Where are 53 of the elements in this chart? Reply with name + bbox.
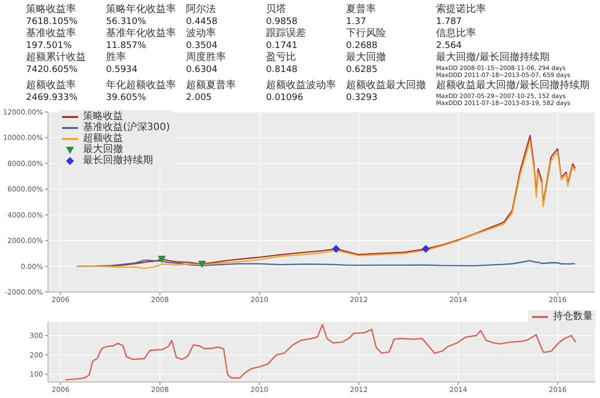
legend-label: 基准收益(沪深300) (83, 122, 170, 133)
text: 策略年化收益率 (106, 4, 177, 16)
text: 胜率 (106, 52, 127, 64)
text: 策略收益率 (26, 4, 77, 16)
text: 197.501% (26, 40, 73, 52)
text: 0.1741 (266, 40, 298, 52)
text: 7420.605% (26, 64, 78, 76)
text: 信息比率 (436, 28, 477, 40)
text: 0.3293 (346, 92, 378, 104)
text: 1.787 (436, 16, 463, 28)
legend-label: 最长回撤持续期 (83, 155, 153, 166)
text: 最大回撤/最长回撤持续期 (436, 52, 550, 64)
text: 夏普率 (346, 4, 377, 16)
text: 超额累计收益 (26, 52, 87, 64)
text: 索提诺比率 (436, 4, 487, 16)
text: 0.9858 (266, 16, 298, 28)
text: 超额收益最大回撤 (346, 80, 427, 92)
text: 周度胜率 (186, 52, 227, 64)
text: 贝塔 (266, 4, 287, 16)
text: 0.2688 (346, 40, 378, 52)
text: 11.857% (106, 40, 148, 52)
text: 基准收益率 (26, 28, 77, 40)
text: 2469.933% (26, 92, 78, 104)
text: 盈亏比 (266, 52, 297, 64)
text: 2.005 (186, 92, 213, 104)
legend-label: 超额收益 (83, 133, 123, 144)
text: 超额夏普率 (186, 80, 237, 92)
legend-label: 策略收益 (83, 111, 123, 122)
text: 0.01096 (266, 92, 304, 104)
text: 年化超额收益率 (106, 80, 177, 92)
text: 0.4458 (186, 16, 218, 28)
text: 0.5934 (106, 64, 138, 76)
text: 阿尔法 (186, 4, 217, 16)
text: 最大回撤 (346, 52, 387, 64)
text: 跟踪误差 (266, 28, 307, 40)
text: 0.8148 (266, 64, 298, 76)
text: 2.564 (436, 40, 463, 52)
text: 超额收益波动率 (266, 80, 337, 92)
legend-label: 最大回撤 (83, 144, 123, 155)
line-series (64, 324, 576, 381)
text: 0.6285 (346, 64, 378, 76)
text: 波动率 (186, 28, 217, 40)
text: 56.310% (106, 16, 148, 28)
text: 基准年化收益率 (106, 28, 177, 40)
legend-label: 持仓数量 (553, 311, 593, 322)
text: 0.6304 (186, 64, 218, 76)
text: 超额收益率 (26, 80, 77, 92)
text: 下行风险 (346, 28, 387, 40)
text: 超额收益最大回撤/最长回撤持续期 (436, 80, 590, 92)
text: 7618.105% (26, 16, 78, 28)
text: 39.605% (106, 92, 148, 104)
text: 1.37 (346, 16, 368, 28)
text: 0.3504 (186, 40, 218, 52)
